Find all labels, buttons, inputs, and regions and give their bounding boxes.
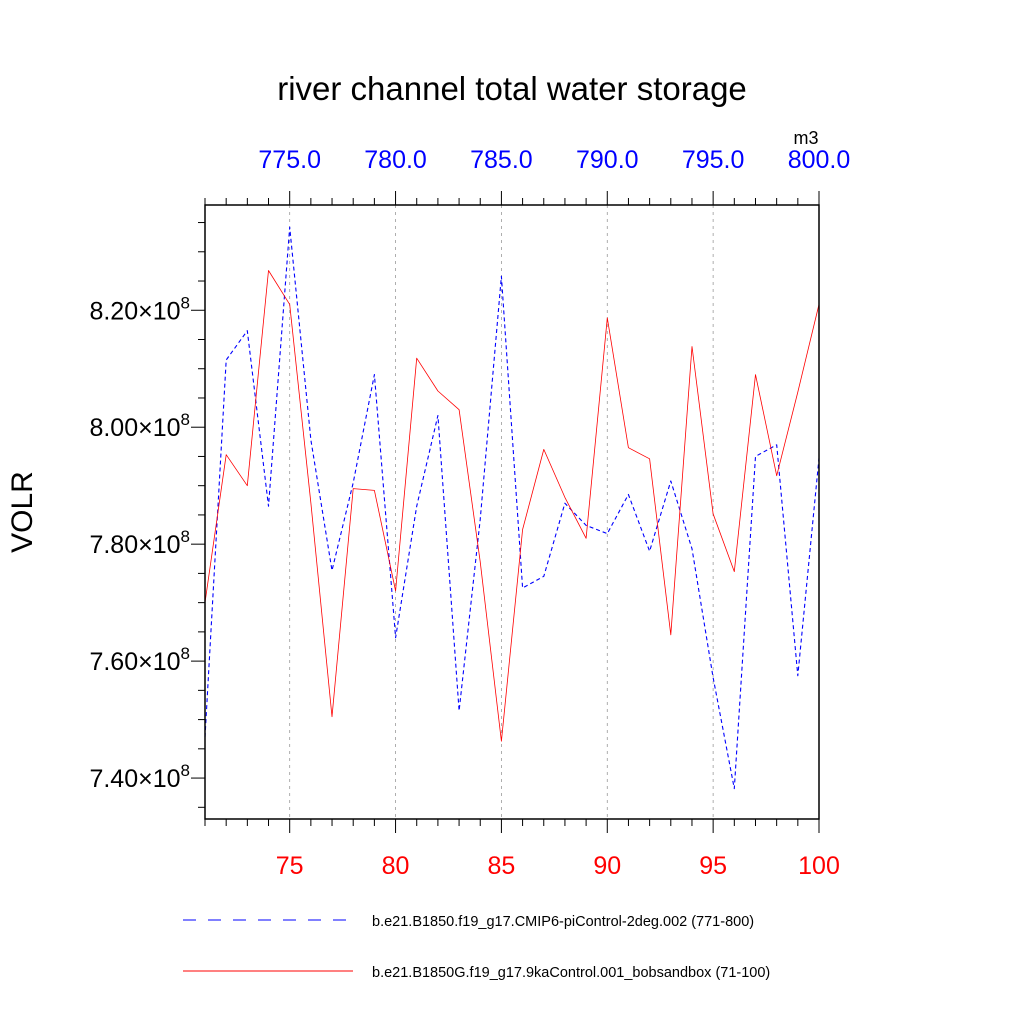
x-tick-label-top: 800.0	[788, 146, 851, 174]
grid-layer	[289, 205, 714, 819]
legend-label: b.e21.B1850G.f19_g17.9kaControl.001_bobs…	[372, 965, 770, 981]
legend: b.e21.B1850.f19_g17.CMIP6-piControl-2deg…	[183, 914, 770, 981]
legend-label: b.e21.B1850.f19_g17.CMIP6-piControl-2deg…	[372, 914, 754, 930]
label-layer: 75 80 85 90 95 100 775.0 780.0 785.0 790.0 795.0 80…	[89, 146, 850, 880]
plot-frame	[204, 204, 820, 820]
series-line-blue	[204, 226, 820, 790]
x-tick-label-bottom: 80	[382, 852, 410, 880]
x-tick-label-bottom: 100	[798, 852, 840, 880]
y-tick-label: 8.20×108	[89, 293, 190, 325]
series-layer	[204, 226, 820, 790]
y-tick-label: 8.00×108	[89, 410, 190, 442]
x-tick-label-bottom: 75	[276, 852, 304, 880]
y-tick-label: 7.40×108	[89, 761, 190, 793]
y-tick-label: 7.60×108	[89, 644, 190, 676]
chart-title: river channel total water storage	[277, 70, 747, 107]
x-tick-label-top: 775.0	[258, 146, 321, 174]
x-tick-label-bottom: 95	[699, 852, 727, 880]
x-tick-label-bottom: 90	[593, 852, 621, 880]
tick-layer	[191, 191, 820, 833]
x-tick-label-bottom: 85	[488, 852, 516, 880]
series-line-red	[204, 270, 820, 742]
y-tick-label: 7.80×108	[89, 527, 190, 559]
y-axis-label: VOLR	[6, 471, 39, 553]
x-tick-label-top: 795.0	[682, 146, 745, 174]
x-tick-label-top: 780.0	[364, 146, 427, 174]
x-tick-label-top: 790.0	[576, 146, 639, 174]
x-tick-label-top: 785.0	[470, 146, 533, 174]
units-label: m3	[793, 128, 818, 148]
